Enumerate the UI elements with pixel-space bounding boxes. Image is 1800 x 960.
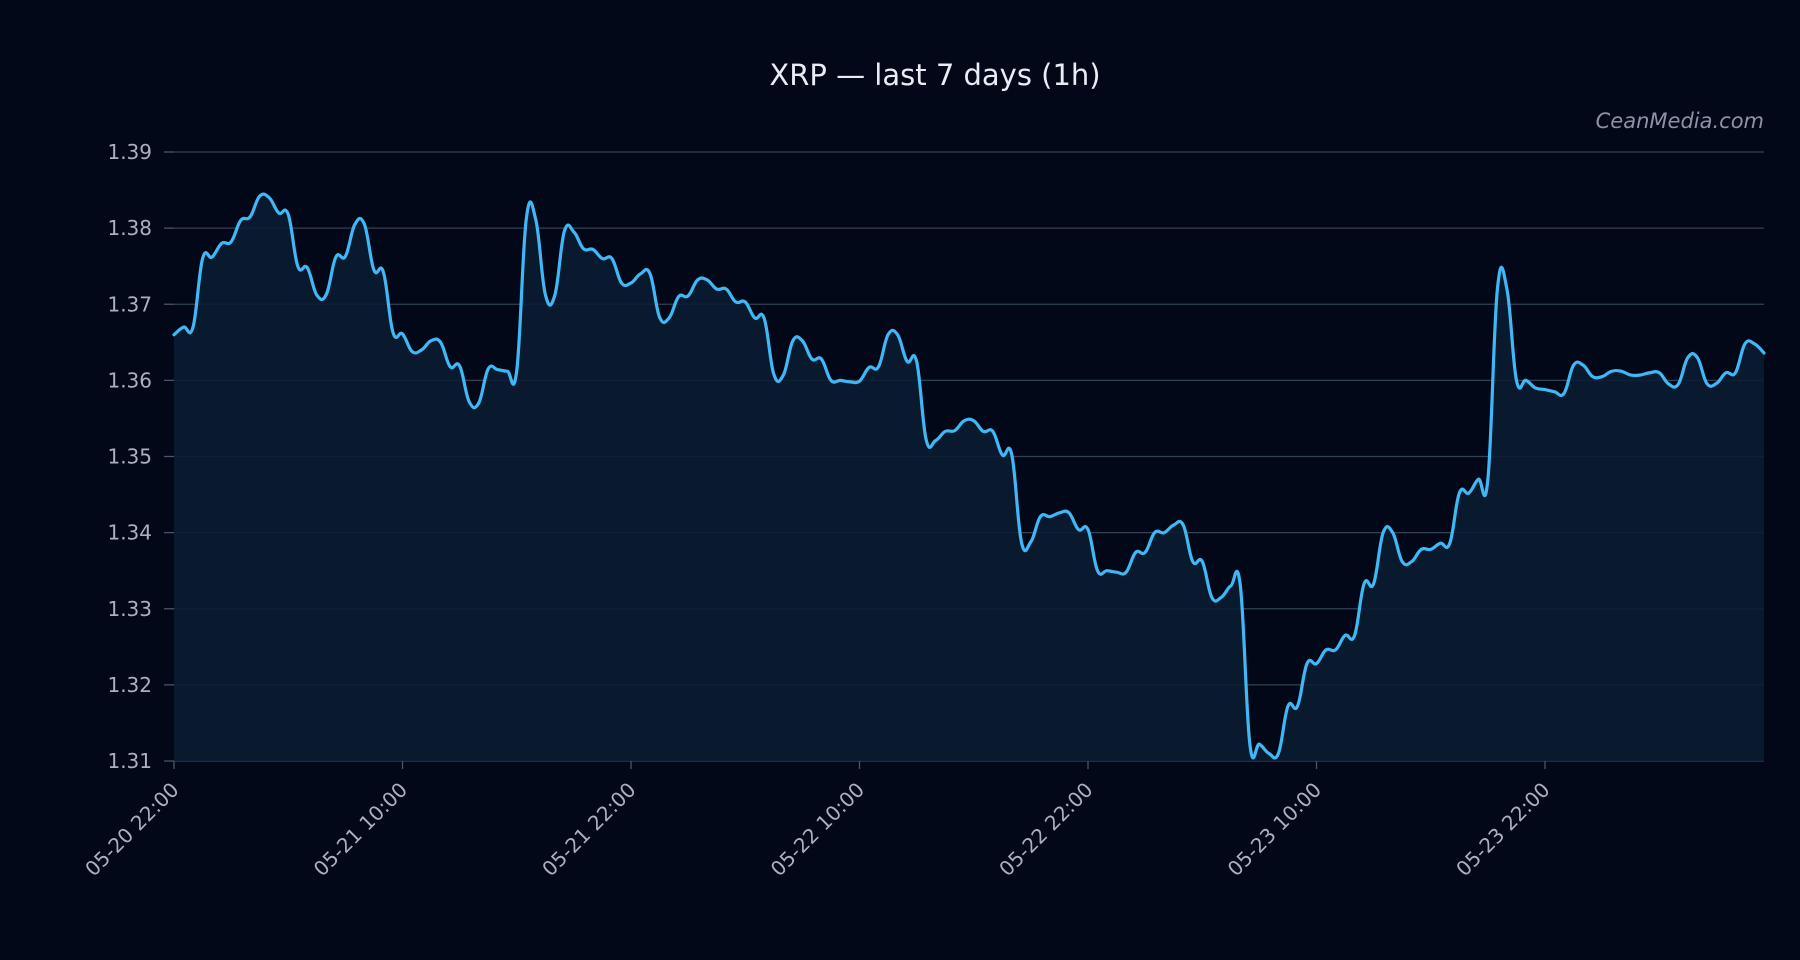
watermark: CeanMedia.com [1596,109,1764,133]
chart-title: XRP — last 7 days (1h) [769,58,1100,92]
y-tick-label: 1.39 [107,140,152,164]
y-tick-label: 1.35 [107,445,152,469]
y-tick-label: 1.36 [107,368,152,392]
price-line [172,192,1766,760]
price-area [172,192,1766,761]
area-fill [174,194,1764,761]
y-tick-label: 1.37 [107,292,152,316]
y-tick-label: 1.38 [107,216,152,240]
y-tick-label: 1.34 [107,521,152,545]
y-axis: 1.31 1.32 1.33 1.34 1.35 1.36 1.37 1.38 1.39 [107,140,174,773]
y-tick-label: 1.32 [107,673,152,697]
y-tick-label: 1.31 [107,749,152,773]
y-tick-label: 1.33 [107,597,152,621]
